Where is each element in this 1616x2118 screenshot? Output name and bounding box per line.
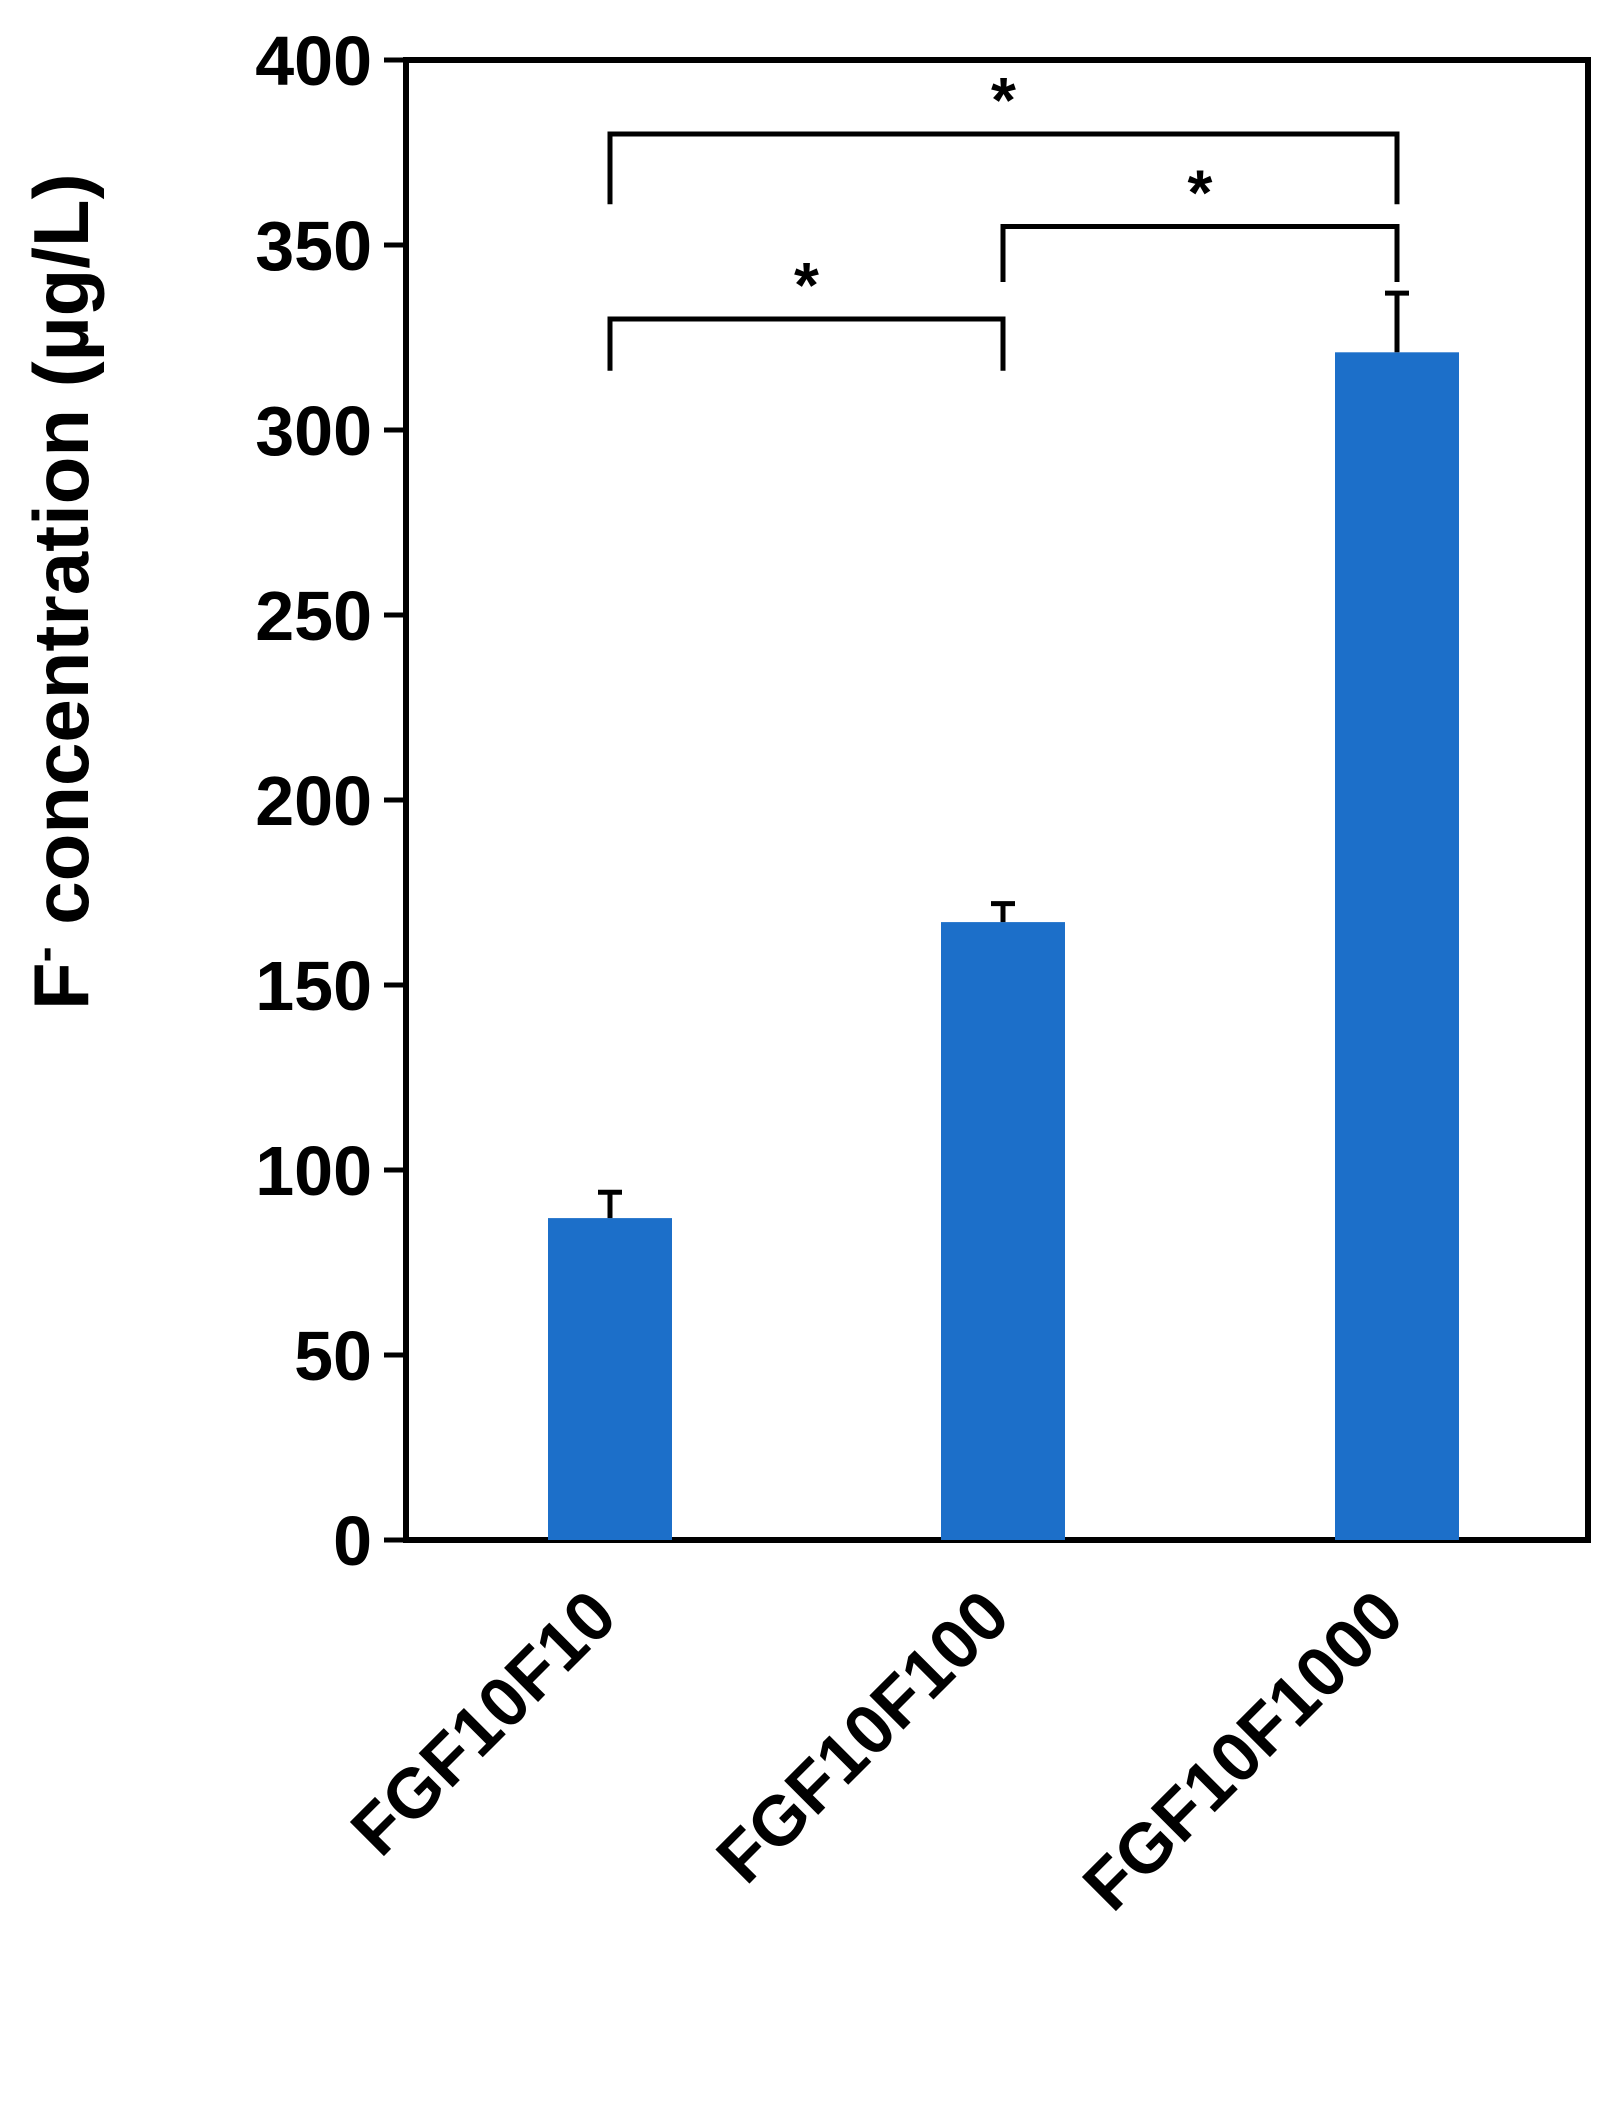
y-tick-label: 300: [255, 392, 372, 470]
y-axis-ticks: 0 50 100 150 200 250 300 350 400: [255, 22, 406, 1580]
y-axis-title: F- concentration (µg/L): [17, 173, 105, 1010]
error-bars-group: [598, 290, 1409, 1219]
x-category-label: FGF10F10: [336, 1575, 630, 1869]
y-tick-label: 250: [255, 577, 372, 655]
y-tick-label: 100: [255, 1132, 372, 1210]
bar-fgf10f10: [548, 1218, 672, 1540]
significance-brackets: * * *: [607, 64, 1400, 371]
bar-fgf10f100: [941, 922, 1065, 1540]
significance-star: *: [991, 64, 1016, 136]
y-tick-label: 200: [255, 762, 372, 840]
bars-group: [548, 352, 1459, 1540]
significance-bracket: [607, 131, 1400, 205]
y-axis-title-superscript: -: [18, 946, 71, 962]
y-tick-label: 150: [255, 947, 372, 1025]
y-tick-label: 50: [294, 1317, 372, 1395]
y-axis-title-main: F: [17, 962, 105, 1010]
significance-star: *: [794, 249, 819, 321]
y-tick-label: 400: [255, 22, 372, 100]
x-category-label: FGF10F1000: [1068, 1575, 1418, 1925]
significance-bracket: [1000, 224, 1400, 282]
x-axis-category-labels: FGF10F10 FGF10F100 FGF10F1000: [336, 1575, 1417, 1925]
bar-fgf10f1000: [1335, 352, 1459, 1540]
y-tick-label: 350: [255, 207, 372, 285]
y-axis-title-rest: concentration (µg/L): [17, 173, 105, 946]
significance-star: *: [1188, 157, 1213, 229]
y-tick-label: 0: [333, 1502, 372, 1580]
significance-bracket: [607, 316, 1006, 371]
x-category-label: FGF10F100: [702, 1575, 1024, 1897]
